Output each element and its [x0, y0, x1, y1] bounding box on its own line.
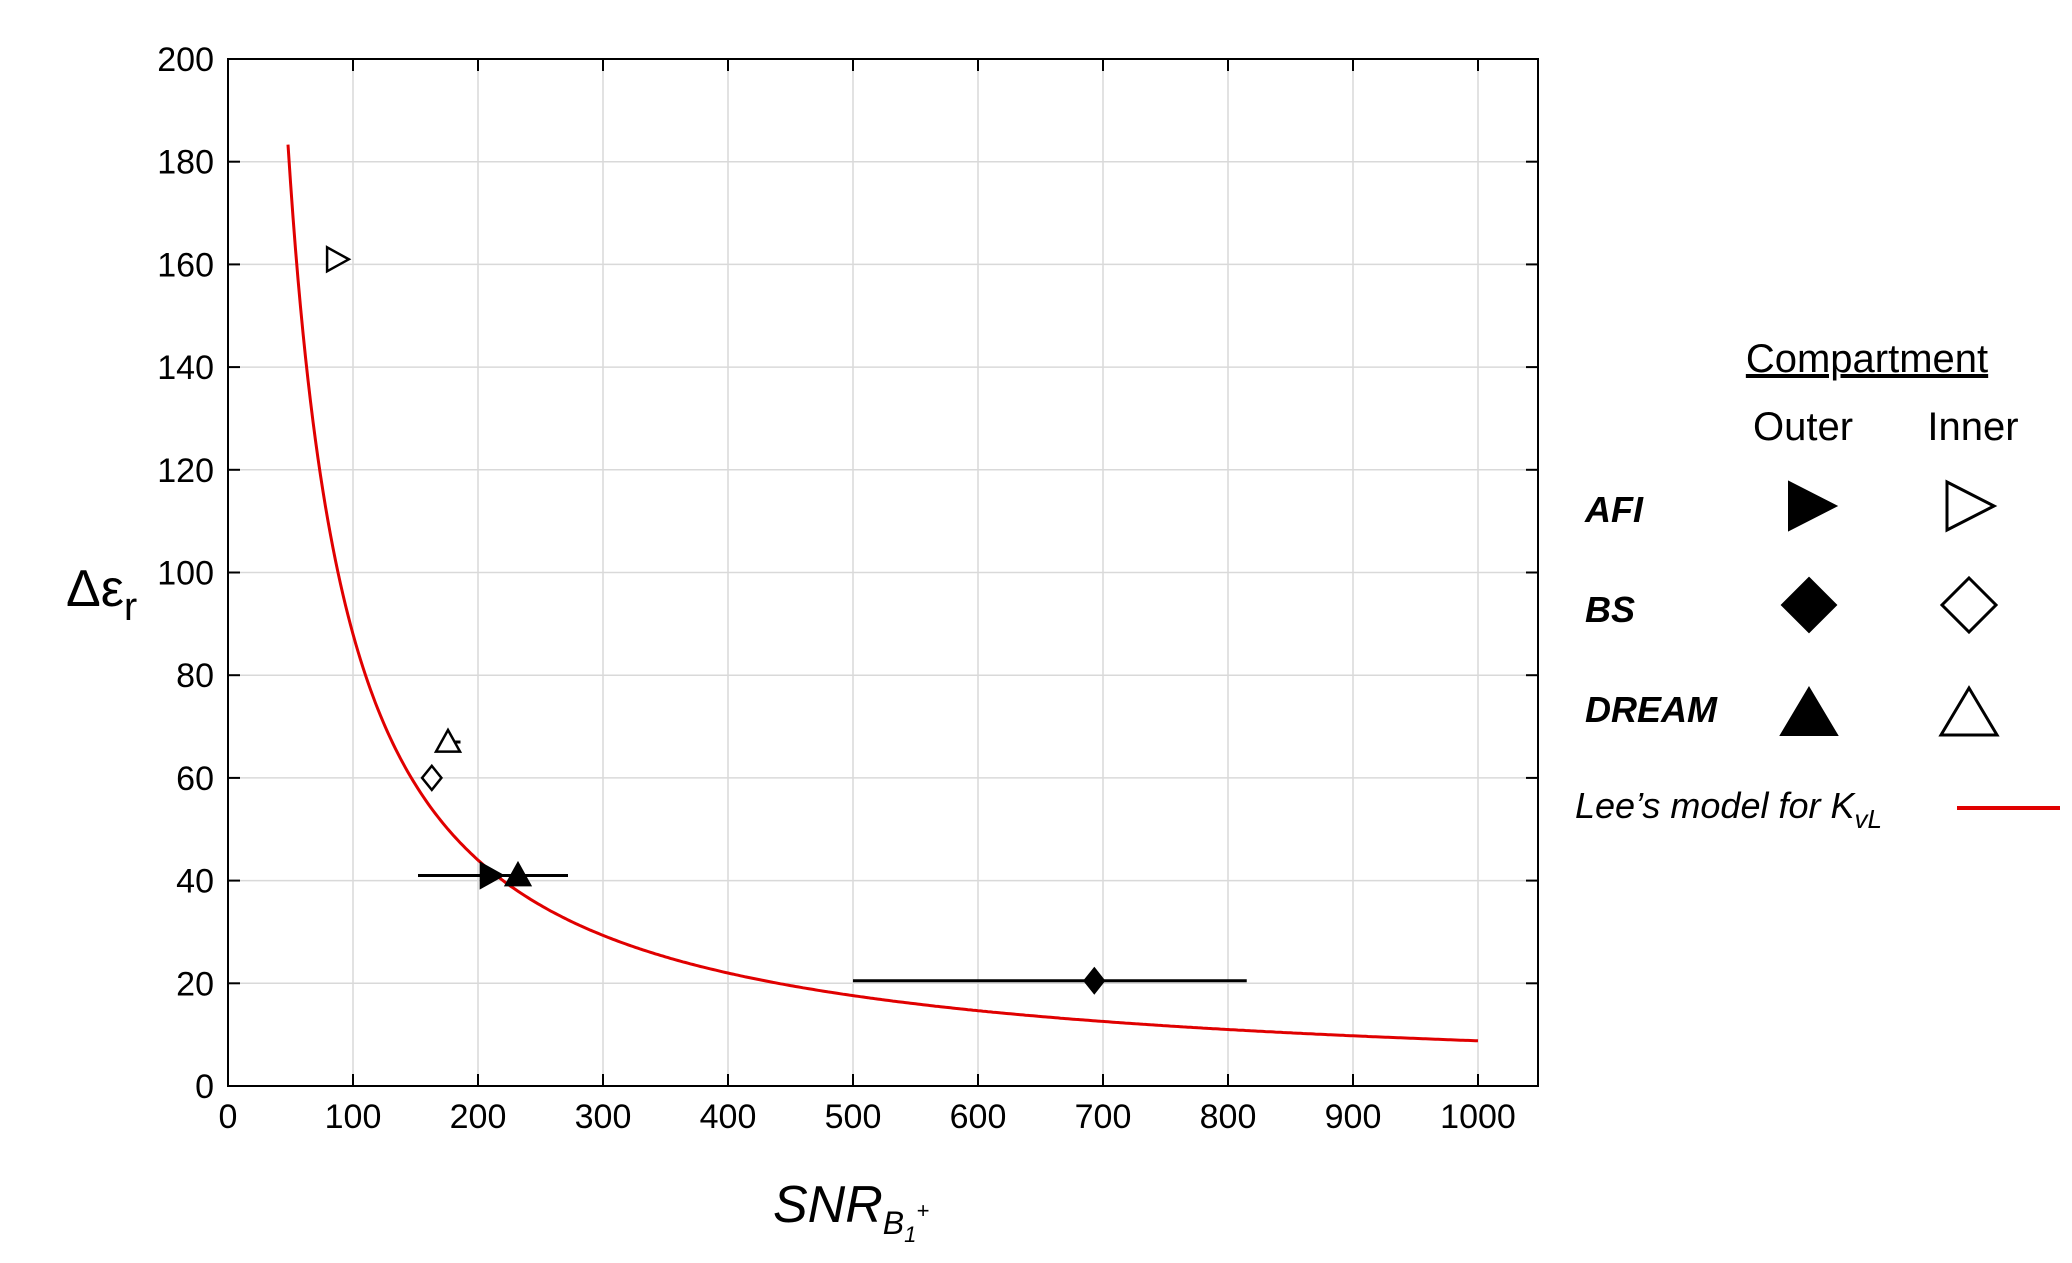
x-tick-label: 600	[950, 1098, 1007, 1136]
y-tick-label: 60	[176, 760, 214, 798]
y-tick-label: 160	[157, 246, 214, 284]
y-tick-label: 120	[157, 452, 214, 490]
data-points	[325, 245, 1106, 995]
x-tick-label: 100	[325, 1098, 382, 1136]
x-tick-label: 0	[219, 1098, 238, 1136]
y-tick-label: 40	[176, 863, 214, 901]
legend: Compartment Outer Inner AFI BS DREAM Lee…	[1575, 337, 2060, 834]
x-tick-label: 500	[825, 1098, 882, 1136]
y-tick-label: 200	[157, 41, 214, 79]
y-axis-title: Δεr	[66, 560, 137, 629]
x-tick-label: 700	[1075, 1098, 1132, 1136]
x-tick-label: 800	[1200, 1098, 1257, 1136]
legend-dream-outer-marker	[1779, 686, 1839, 736]
marker-dream-inner	[433, 727, 463, 753]
legend-bs-inner-marker	[1939, 575, 1999, 635]
x-tick-label: 200	[450, 1098, 507, 1136]
legend-title: Compartment	[1746, 337, 1988, 381]
legend-method-bs: BS	[1585, 589, 1635, 630]
x-tick-label: 900	[1325, 1098, 1382, 1136]
legend-bs-outer-marker	[1780, 576, 1838, 634]
legend-model-label: Lee’s model for KvL	[1575, 785, 1882, 834]
marker-bs-inner	[420, 763, 444, 792]
legend-afi-outer-marker	[1788, 480, 1839, 532]
legend-column-outer: Outer	[1753, 405, 1853, 449]
x-tick-label: 300	[575, 1098, 632, 1136]
y-tick-label: 80	[176, 657, 214, 695]
marker-afi-inner	[325, 245, 352, 274]
legend-dream-inner-marker	[1938, 685, 2000, 737]
marker-bs-outer	[1083, 966, 1106, 995]
x-tick-label: 1000	[1440, 1098, 1516, 1136]
x-axis-title: SNRB1+	[773, 1176, 929, 1247]
y-tick-label: 20	[176, 965, 214, 1003]
legend-method-afi: AFI	[1584, 489, 1644, 530]
marker-afi-outer	[479, 861, 506, 890]
axis-ticks: 0 100 200 300 400 500 600 700 800 900 1000 0 20 40 60 8…	[157, 41, 1538, 1136]
legend-afi-inner-marker	[1945, 479, 1998, 533]
legend-column-inner: Inner	[1927, 405, 2018, 449]
marker-dream-outer	[503, 860, 533, 887]
x-tick-label: 400	[700, 1098, 757, 1136]
grid	[228, 59, 1538, 1086]
y-tick-label: 100	[157, 555, 214, 593]
y-tick-label: 0	[195, 1068, 214, 1106]
legend-method-dream: DREAM	[1585, 689, 1718, 730]
y-tick-label: 180	[157, 144, 214, 182]
y-tick-label: 140	[157, 349, 214, 387]
